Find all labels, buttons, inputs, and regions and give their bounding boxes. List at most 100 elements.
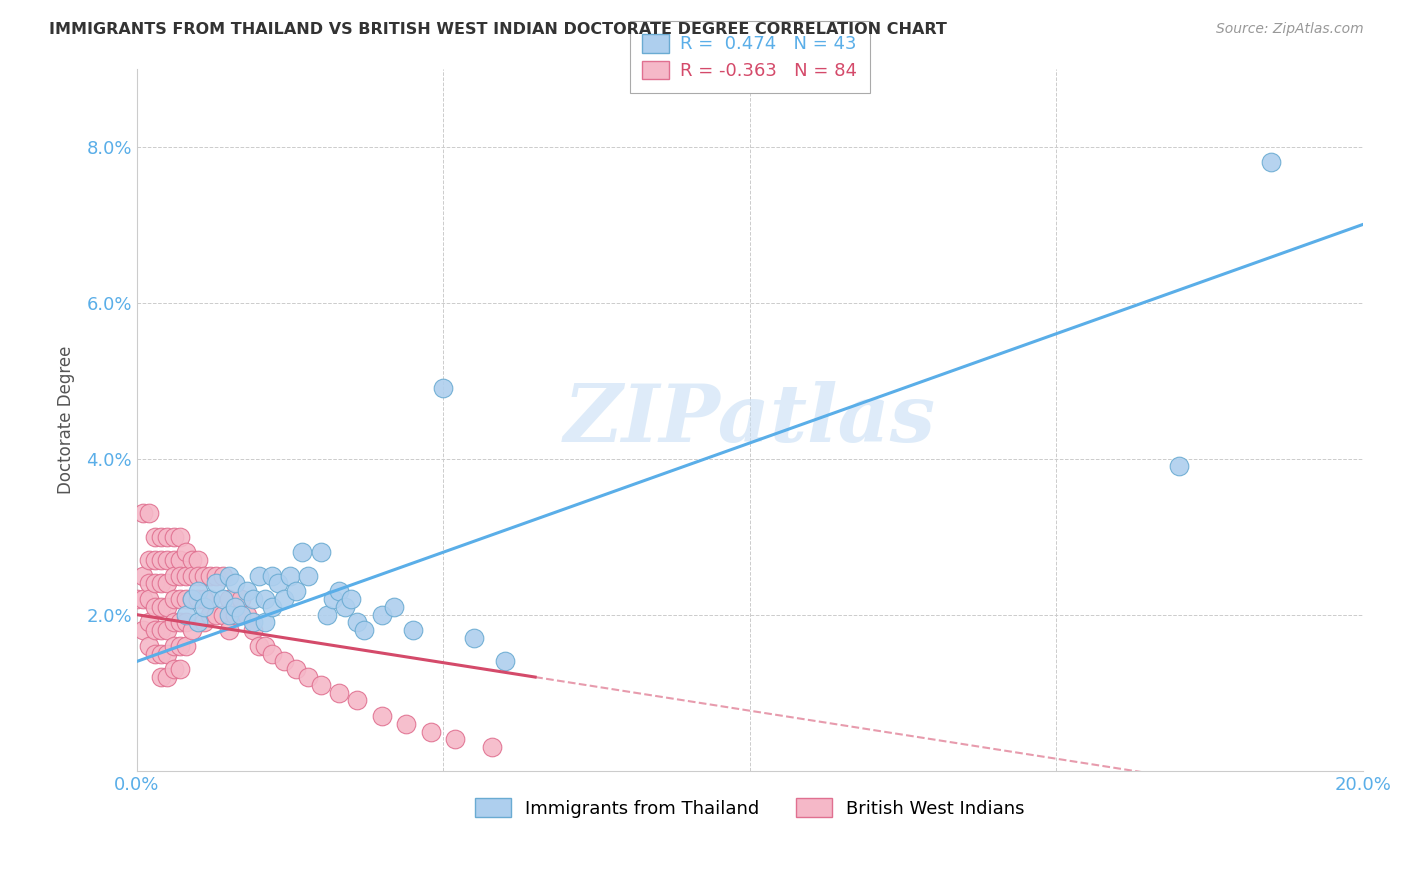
Point [371,709,394,723]
Point [143,576,166,591]
Point [273,592,295,607]
Point [420,724,443,739]
Point [444,732,467,747]
Point [229,592,252,607]
Point [247,568,270,582]
Point [138,506,160,520]
Point [138,592,160,607]
Point [224,576,246,591]
Point [322,592,344,607]
Point [193,568,215,582]
Point [401,624,423,638]
Point [211,607,233,622]
Point [333,599,356,614]
Point [143,599,166,614]
Point [162,639,184,653]
Point [494,655,516,669]
Point [200,607,222,622]
Point [1167,459,1189,474]
Point [169,592,191,607]
Point [174,592,197,607]
Text: ZIPatlas: ZIPatlas [564,381,936,458]
Text: IMMIGRANTS FROM THAILAND VS BRITISH WEST INDIAN DOCTORATE DEGREE CORRELATION CHA: IMMIGRANTS FROM THAILAND VS BRITISH WEST… [49,22,948,37]
Point [156,647,179,661]
Point [218,607,240,622]
Point [1260,155,1282,169]
Point [156,624,179,638]
Point [315,607,337,622]
Point [169,639,191,653]
Point [200,592,222,607]
Point [371,607,394,622]
Point [218,568,240,582]
Point [162,615,184,630]
Point [340,592,363,607]
Point [273,655,295,669]
Point [242,615,264,630]
Point [143,553,166,567]
Point [224,599,246,614]
Point [150,647,173,661]
Point [254,639,277,653]
Point [200,568,222,582]
Point [169,553,191,567]
Point [187,568,209,582]
Point [254,615,277,630]
Point [218,592,240,607]
Point [150,553,173,567]
Point [309,545,332,559]
Point [187,592,209,607]
Point [236,584,259,599]
Point [162,592,184,607]
Point [174,639,197,653]
Point [236,607,259,622]
Point [285,662,308,676]
Point [169,662,191,676]
Point [132,506,155,520]
Point [211,568,233,582]
Point [156,553,179,567]
Point [169,568,191,582]
Point [162,553,184,567]
Point [328,584,350,599]
Point [143,647,166,661]
Point [143,624,166,638]
Point [150,670,173,684]
Point [395,717,418,731]
Point [224,607,246,622]
Point [181,568,204,582]
Point [193,599,215,614]
Legend: Immigrants from Thailand, British West Indians: Immigrants from Thailand, British West I… [467,791,1032,825]
Point [181,553,204,567]
Point [162,530,184,544]
Point [156,576,179,591]
Point [328,686,350,700]
Point [285,584,308,599]
Point [463,631,485,645]
Point [242,592,264,607]
Point [150,624,173,638]
Point [211,592,233,607]
Point [138,639,160,653]
Point [193,615,215,630]
Point [229,607,252,622]
Point [267,576,290,591]
Point [205,568,228,582]
Point [278,568,301,582]
Point [346,693,368,707]
Point [218,624,240,638]
Point [309,678,332,692]
Point [138,553,160,567]
Point [138,576,160,591]
Point [132,592,155,607]
Point [193,592,215,607]
Point [297,670,319,684]
Point [247,639,270,653]
Point [187,584,209,599]
Point [132,568,155,582]
Point [205,576,228,591]
Point [156,599,179,614]
Point [174,607,197,622]
Point [169,530,191,544]
Point [181,592,204,607]
